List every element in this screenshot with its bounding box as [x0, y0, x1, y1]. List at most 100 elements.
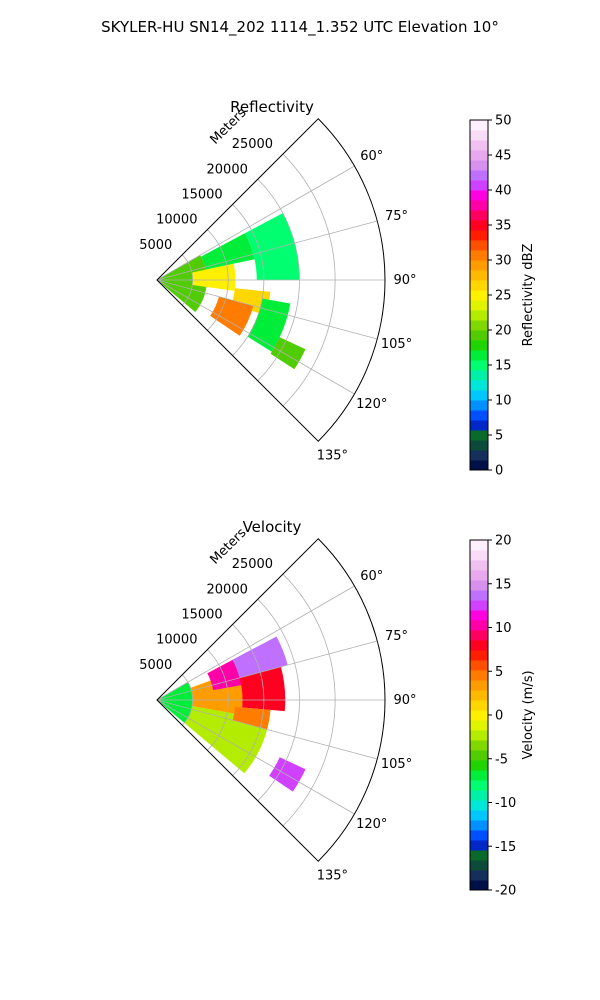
colorbar-segment — [470, 640, 488, 651]
colorbar-segment — [470, 650, 488, 661]
colorbar-segment — [470, 310, 488, 321]
colorbar-segment — [470, 560, 488, 571]
radial-tick-label: 15000 — [181, 188, 222, 203]
colorbar-segment — [470, 610, 488, 621]
azimuth-tick-label: 105° — [381, 337, 412, 352]
colorbar-tick-label: 15 — [495, 359, 512, 374]
colorbar-tick-label: -10 — [495, 796, 516, 811]
radial-tick-label: 25000 — [232, 137, 273, 152]
colorbar-segment — [470, 450, 488, 461]
colorbar-segment — [470, 700, 488, 711]
radial-tick-label: 5000 — [139, 238, 172, 253]
colorbar-segment — [470, 540, 488, 551]
echo-region — [269, 757, 306, 792]
colorbar-segment — [470, 290, 488, 301]
colorbar-tick-label: 50 — [495, 114, 512, 129]
colorbar-segment — [470, 620, 488, 631]
panel-title: Velocity — [243, 518, 302, 536]
azimuth-tick-label: 120° — [356, 817, 387, 832]
azimuth-tick-label: 135° — [317, 448, 348, 463]
colorbar: -20 -15 -10 -5 0 5 10 15 20 Velocity (m/s) — [469, 534, 536, 899]
colorbar-tick-label: 30 — [495, 254, 512, 269]
colorbar-segment — [470, 740, 488, 751]
colorbar-segment — [470, 270, 488, 281]
colorbar-tick-label: 10 — [495, 394, 512, 409]
colorbar-segment — [470, 280, 488, 291]
azimuth-gridline — [156, 585, 355, 701]
colorbar-segment — [470, 670, 488, 681]
sector-frame — [156, 538, 386, 862]
colorbar-segment — [470, 820, 488, 831]
radial-tick-label: 10000 — [156, 213, 197, 228]
colorbar-segment — [470, 250, 488, 261]
colorbar-segment — [470, 180, 488, 191]
colorbar-segment — [470, 440, 488, 451]
colorbar-tick-label: 0 — [495, 464, 503, 479]
azimuth-tick-label: 90° — [393, 693, 416, 708]
azimuth-tick-label: 60° — [360, 569, 383, 584]
colorbar-tick-label: 35 — [495, 219, 512, 234]
colorbar-segment — [470, 660, 488, 671]
azimuth-gridline — [156, 699, 378, 760]
colorbar-segment — [470, 830, 488, 841]
colorbar-segment — [470, 320, 488, 331]
azimuth-gridline — [156, 279, 355, 395]
colorbar-segment — [470, 810, 488, 821]
colorbar-segment — [470, 800, 488, 811]
colorbar-segment — [470, 550, 488, 561]
echo-region — [201, 233, 255, 270]
colorbar-segment — [470, 210, 488, 221]
colorbar-tick-label: 0 — [495, 709, 503, 724]
colorbar-tick-label: -20 — [495, 884, 516, 899]
colorbar-segment — [470, 160, 488, 171]
colorbar-segment — [470, 120, 488, 131]
colorbar-segment — [470, 770, 488, 781]
azimuth-gridline — [156, 279, 378, 340]
azimuth-tick-label: 120° — [356, 397, 387, 412]
azimuth-gridline — [156, 165, 355, 281]
colorbar-segment — [470, 240, 488, 251]
colorbar-tick-label: 5 — [495, 429, 503, 444]
colorbar-tick-label: 10 — [495, 621, 512, 636]
figure-suptitle: SKYLER-HU SN14_202 1114_1.352 UTC Elevat… — [101, 18, 499, 37]
colorbar-segment — [470, 750, 488, 761]
azimuth-gridline — [156, 220, 378, 281]
colorbar-tick-label: 25 — [495, 289, 512, 304]
azimuth-tick-label: 60° — [360, 149, 383, 164]
colorbar-segment — [470, 200, 488, 211]
colorbar-segment — [470, 630, 488, 641]
echo-region — [210, 296, 254, 336]
azimuth-tick-label: 75° — [385, 629, 408, 644]
panel-title: Reflectivity — [230, 98, 314, 116]
radial-tick-label: 25000 — [232, 557, 273, 572]
radial-tick-label: 20000 — [207, 582, 248, 597]
colorbar-segment — [470, 730, 488, 741]
colorbar-segment — [470, 130, 488, 141]
colorbar-segment — [470, 340, 488, 351]
colorbar-segment — [470, 760, 488, 771]
radial-tick-label: 5000 — [139, 658, 172, 673]
colorbar-segment — [470, 680, 488, 691]
colorbar-segment — [470, 230, 488, 241]
colorbar-segment — [470, 300, 488, 311]
colorbar-tick-label: -15 — [495, 840, 516, 855]
echo-region — [232, 636, 288, 678]
azimuth-gridline — [156, 699, 355, 815]
radial-tick-label: 15000 — [181, 608, 222, 623]
colorbar-segment — [470, 410, 488, 421]
radial-tick-label: 20000 — [207, 162, 248, 177]
colorbar-segment — [470, 790, 488, 801]
azimuth-tick-label: 105° — [381, 757, 412, 772]
echo-region — [157, 682, 193, 723]
colorbar-tick-label: 45 — [495, 149, 512, 164]
colorbar-segment — [470, 400, 488, 411]
colorbar-segment — [470, 260, 488, 271]
colorbar-segment — [470, 380, 488, 391]
colorbar-segment — [470, 590, 488, 601]
colorbar-segment — [470, 220, 488, 231]
azimuth-gridline — [156, 640, 378, 701]
colorbar-segment — [470, 390, 488, 401]
sector-frame — [156, 118, 386, 442]
reflectivity-panel: Reflectivity500010000150002000025000Mete… — [139, 98, 536, 479]
